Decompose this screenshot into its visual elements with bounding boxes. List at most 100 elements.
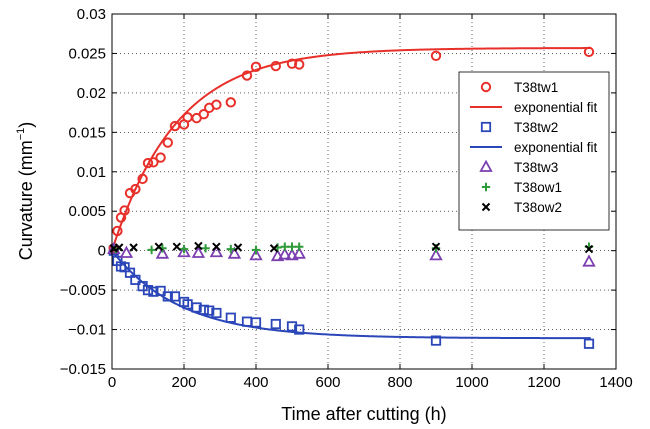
point-t38ow2 (194, 241, 203, 251)
y-tick-label: 0.025 (68, 45, 106, 62)
point-t38tw2 (430, 335, 442, 346)
point-t38tw1 (162, 137, 174, 148)
point-t38tw3 (155, 246, 170, 259)
point-t38tw1 (241, 70, 253, 81)
point-t38tw2 (162, 291, 173, 302)
legend-label: exponential fit (514, 140, 598, 155)
point-t38tw1 (130, 183, 141, 195)
point-t38ow2 (129, 243, 138, 252)
point-t38tw1 (250, 61, 262, 73)
legend-label: exponential fit (514, 100, 598, 115)
point-t38tw2 (191, 302, 202, 313)
point-t38tw3 (285, 248, 299, 261)
point-t38ow1 (287, 242, 297, 251)
x-tick-label: 1400 (599, 374, 632, 391)
plot-frame (111, 13, 617, 370)
x-tick-label: 600 (315, 374, 340, 391)
point-t38tw2 (294, 324, 305, 335)
legend-label: T38tw3 (514, 160, 558, 175)
point-t38tw1 (119, 205, 130, 216)
point-t38tw2 (169, 291, 181, 302)
y-tick-label: 0.02 (77, 85, 106, 102)
point-t38tw1 (137, 173, 148, 185)
y-axis-label-close: ) (16, 122, 36, 128)
point-t38ow2 (154, 242, 164, 251)
point-t38ow2 (431, 242, 441, 251)
x-tick-label: 1000 (455, 374, 488, 391)
y-axis-label: Curvature (mm−1) (15, 122, 36, 261)
point-t38tw3 (177, 244, 191, 258)
point-t38tw2 (211, 307, 222, 319)
point-t38tw2 (286, 321, 298, 332)
y-tick-label: −0.005 (60, 282, 106, 299)
point-t38ow2 (584, 244, 594, 254)
point-t38tw3 (249, 248, 263, 261)
legend-label: T38ow2 (514, 200, 562, 215)
point-t38tw2 (130, 274, 141, 285)
y-tick-label: 0.015 (68, 124, 106, 141)
y-tick-label: −0.015 (60, 361, 106, 378)
point-t38tw2 (148, 286, 159, 297)
point-t38ow1 (295, 242, 304, 251)
x-tick-label: 0 (108, 374, 116, 391)
y-tick-label: −0.01 (68, 322, 106, 339)
point-t38tw2 (583, 338, 595, 349)
point-t38ow2 (172, 242, 182, 251)
legend-marker (479, 159, 493, 172)
point-t38tw3 (278, 247, 292, 260)
fit-curve-1 (111, 47, 591, 251)
point-t38tw1 (142, 157, 154, 169)
y-axis-label-superscript: −1 (15, 128, 27, 141)
point-t38tw1 (198, 108, 210, 120)
ticks: 0 200 400 600 800 1000 1200 1400 −0.015 −0.01 −0.0… (60, 6, 633, 391)
legend-marker (481, 182, 491, 192)
legend-label: T38tw1 (514, 80, 558, 95)
point-t38ow1 (147, 245, 156, 255)
point-t38tw3 (429, 248, 443, 261)
y-tick-label: 0.03 (77, 6, 106, 23)
point-t38tw1 (148, 157, 159, 168)
legend-marker (480, 121, 492, 133)
point-t38tw3 (119, 245, 134, 258)
x-axis-label: Time after cutting (h) (281, 404, 446, 424)
point-t38ow1 (179, 244, 189, 254)
point-t38ow2 (269, 244, 279, 253)
point-t38tw2 (225, 312, 236, 323)
x-tick-label: 1200 (527, 374, 560, 391)
legend-label: T38tw2 (514, 120, 558, 135)
point-t38tw1 (225, 97, 237, 108)
y-tick-label: 0.005 (68, 203, 106, 220)
point-t38ow2 (114, 243, 124, 252)
point-t38tw3 (270, 248, 285, 262)
legend-marker (481, 202, 491, 212)
point-t38tw2 (142, 285, 154, 296)
point-t38tw2 (250, 317, 262, 328)
point-t38tw2 (119, 262, 130, 273)
point-t38tw3 (191, 245, 206, 258)
y-tick-label: 0 (98, 243, 106, 260)
point-t38tw2 (204, 305, 215, 316)
point-t38tw3 (209, 244, 224, 258)
point-t38tw2 (270, 318, 281, 330)
point-t38ow1 (201, 244, 210, 253)
point-t38tw1 (286, 58, 298, 69)
legend-label: T38ow1 (514, 180, 562, 195)
y-tick-label: 0.01 (77, 164, 106, 181)
point-t38ow2 (233, 243, 243, 252)
x-tick-label: 400 (243, 374, 268, 391)
point-t38tw3 (292, 246, 306, 259)
point-t38tw2 (124, 267, 136, 278)
point-t38ow2 (212, 242, 221, 251)
point-t38ow1 (226, 244, 235, 254)
point-t38tw1 (112, 225, 123, 237)
legend-marker (480, 81, 492, 93)
point-t38tw1 (294, 59, 305, 70)
point-t38ow1 (280, 242, 289, 251)
point-t38tw1 (583, 46, 595, 58)
point-t38tw1 (211, 99, 222, 110)
point-t38tw1 (270, 60, 281, 72)
x-tick-label: 800 (387, 374, 412, 391)
point-t38tw1 (430, 50, 442, 62)
point-t38ow1 (251, 245, 261, 255)
